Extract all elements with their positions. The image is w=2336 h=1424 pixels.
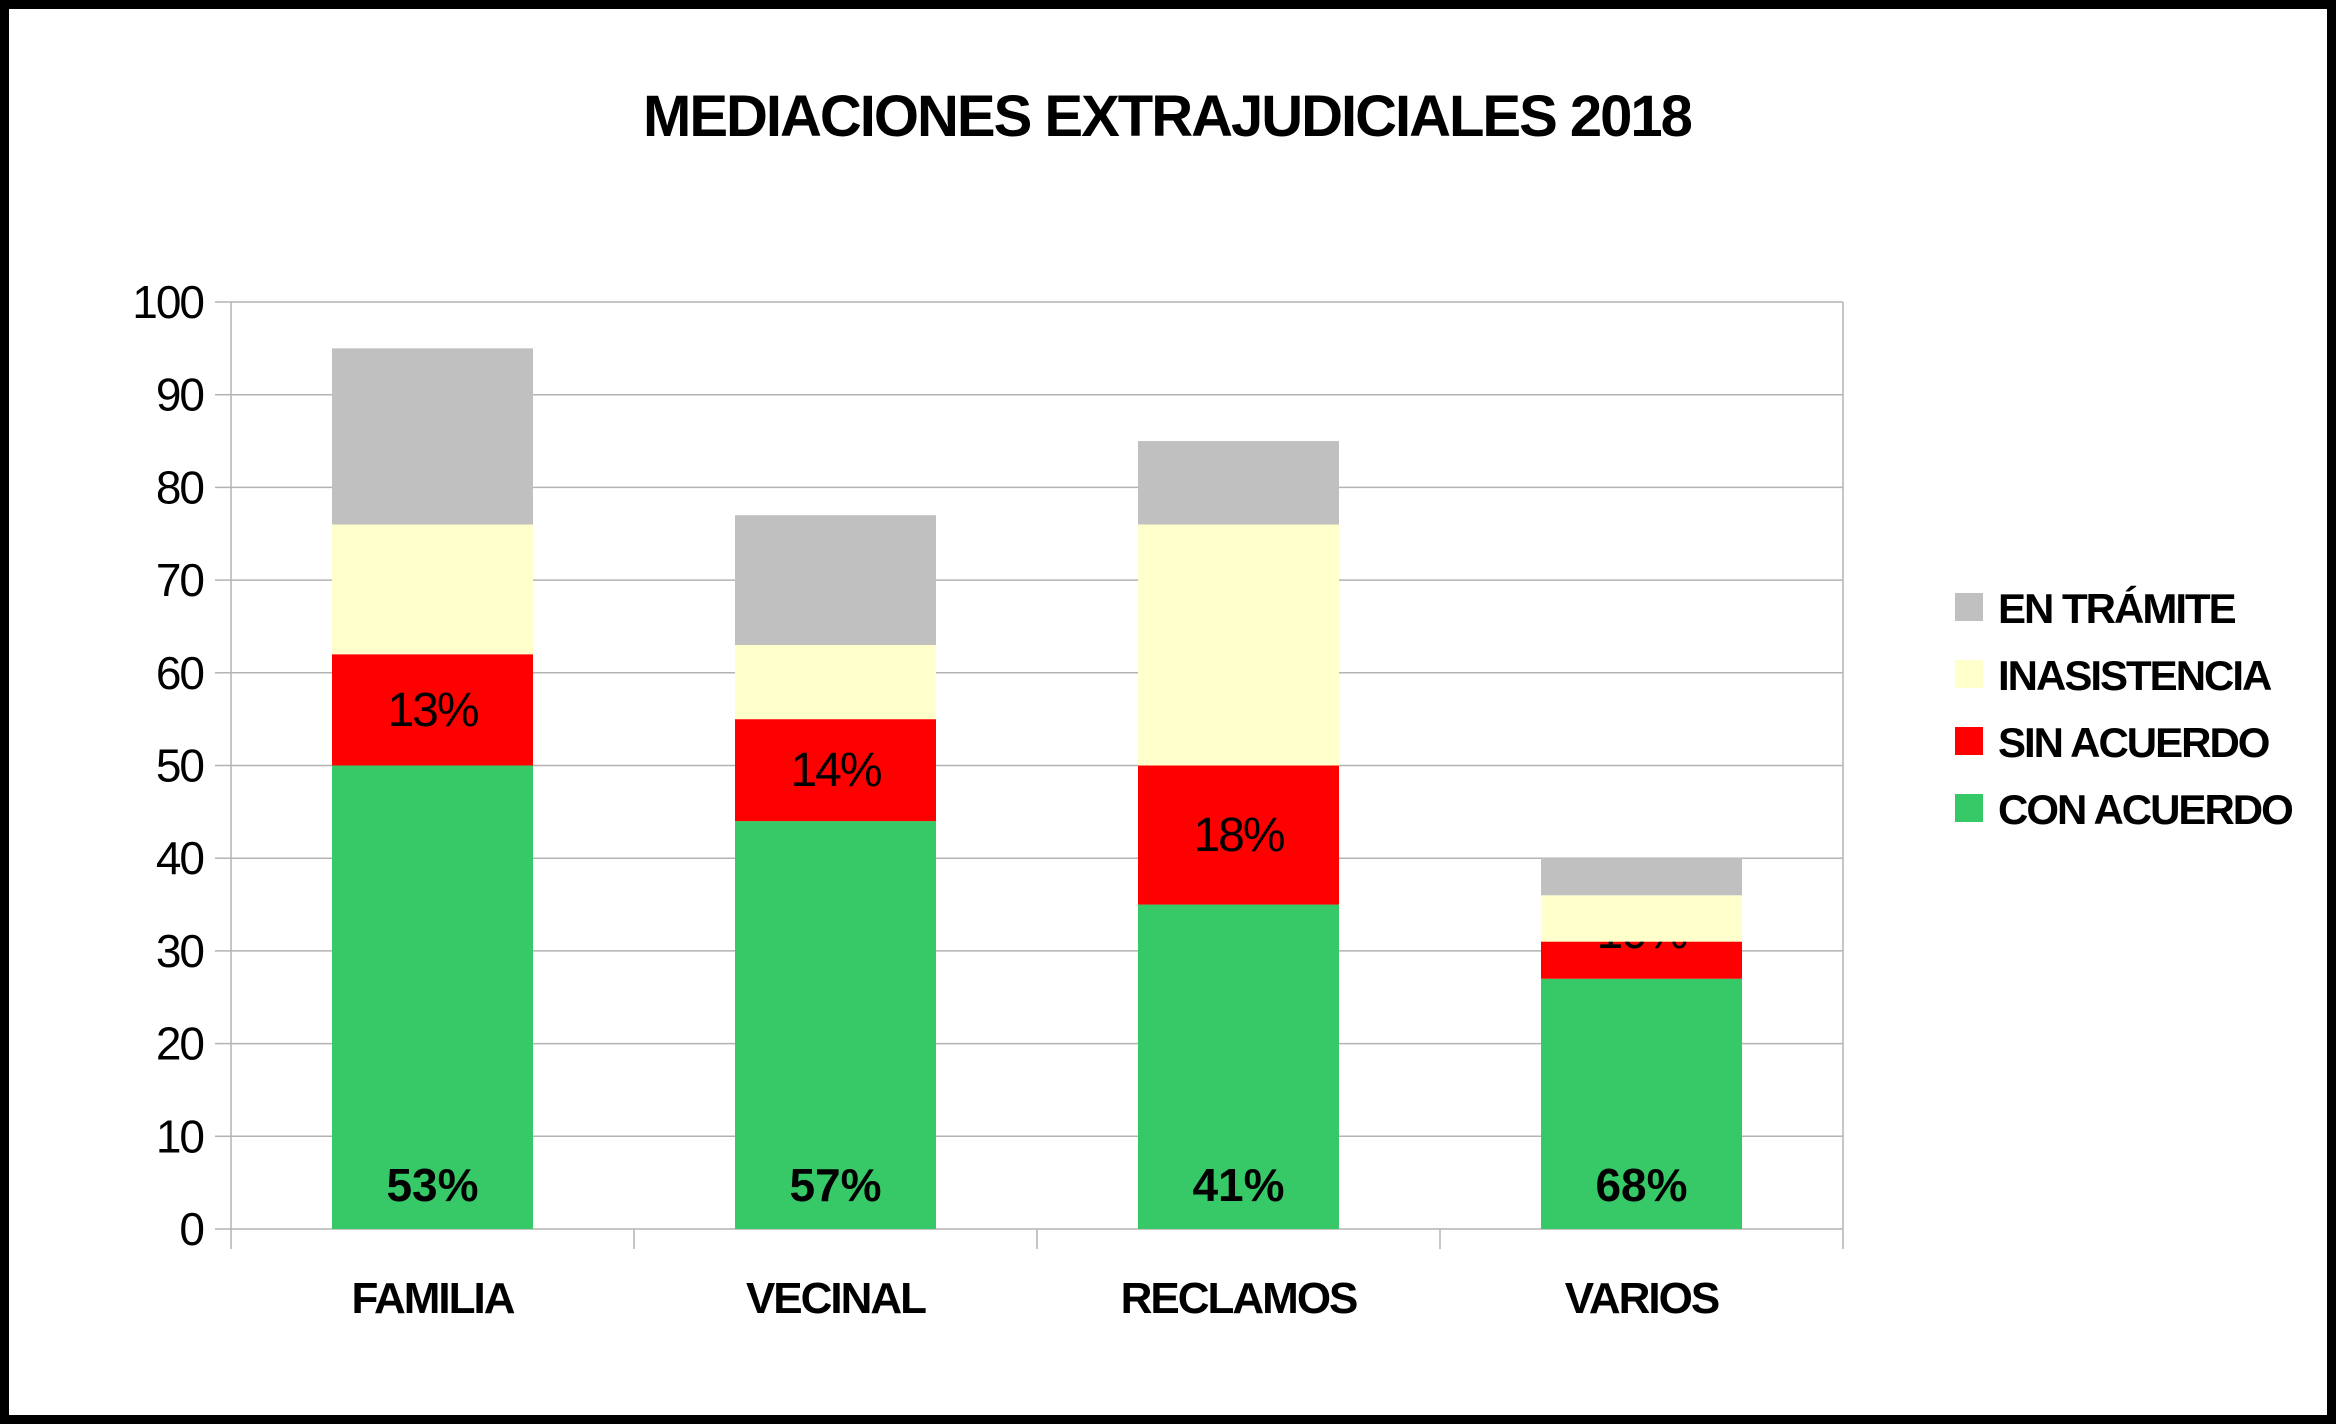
data-label: 14% — [790, 744, 880, 797]
bar-segment-inasistencia — [735, 644, 936, 720]
legend-label: CON ACUERDO — [1998, 786, 2292, 833]
data-label: 41% — [1192, 1159, 1284, 1211]
legend-swatch — [1955, 593, 1983, 621]
x-tick-label: VARIOS — [1565, 1274, 1719, 1323]
data-label: 13% — [387, 684, 477, 737]
chart-title: MEDIACIONES EXTRAJUDICIALES 2018 — [643, 84, 1692, 149]
y-tick-label: 0 — [179, 1203, 203, 1255]
bar-segment-inasistencia — [332, 524, 533, 655]
data-label: 57% — [789, 1159, 881, 1211]
x-tick-label: RECLAMOS — [1121, 1274, 1357, 1323]
bar-segment-con-acuerdo — [1138, 904, 1339, 1229]
bar-segment-en-tr-mite — [332, 348, 533, 525]
bar-segment-sin-acuerdo — [735, 719, 936, 822]
legend-label: SIN ACUERDO — [1998, 719, 2269, 766]
y-tick-label: 70 — [156, 554, 204, 606]
y-tick-label: 50 — [156, 740, 204, 792]
y-tick-label: 60 — [156, 647, 204, 699]
legend-label: INASISTENCIA — [1998, 652, 2272, 699]
bar-segment-con-acuerdo — [735, 821, 936, 1229]
bar-segment-sin-acuerdo — [1541, 941, 1742, 979]
bar-segment-en-tr-mite — [1541, 858, 1742, 896]
bar-segment-con-acuerdo — [1541, 978, 1742, 1229]
x-tick-label: FAMILIA — [352, 1274, 515, 1323]
y-tick-label: 100 — [132, 276, 203, 328]
axes: 0 10 20 30 40 50 60 70 80 90 100 FAMILIA VECINAL RECL… — [132, 276, 1844, 1323]
x-tick-label: VECINAL — [746, 1274, 926, 1323]
legend-swatch — [1955, 727, 1983, 755]
bar-segment-con-acuerdo — [332, 765, 533, 1229]
y-tick-label: 90 — [156, 369, 204, 421]
y-tick-label: 80 — [156, 461, 204, 513]
bar-segment-sin-acuerdo — [1138, 765, 1339, 905]
bar-segment-en-tr-mite — [1138, 441, 1339, 525]
bars: 53%13%57%14%41%18%68%10% — [332, 348, 1742, 1229]
data-label: 18% — [1193, 809, 1283, 862]
data-label: 53% — [386, 1159, 478, 1211]
data-label: 68% — [1595, 1159, 1687, 1211]
legend-swatch — [1955, 660, 1983, 688]
y-tick-label: 20 — [156, 1018, 204, 1070]
legend-label: EN TRÁMITE — [1998, 585, 2236, 632]
bar-segment-inasistencia — [1541, 895, 1742, 942]
bar-segment-inasistencia — [1138, 524, 1339, 766]
legend: EN TRÁMITE INASISTENCIA SIN ACUERDO CON ACU… — [1955, 585, 2294, 833]
y-tick-label: 10 — [156, 1110, 204, 1162]
y-tick-label: 30 — [156, 925, 204, 977]
bar-segment-en-tr-mite — [735, 515, 936, 645]
bar-segment-sin-acuerdo — [332, 654, 533, 766]
legend-swatch — [1955, 794, 1983, 822]
y-tick-label: 40 — [156, 832, 204, 884]
